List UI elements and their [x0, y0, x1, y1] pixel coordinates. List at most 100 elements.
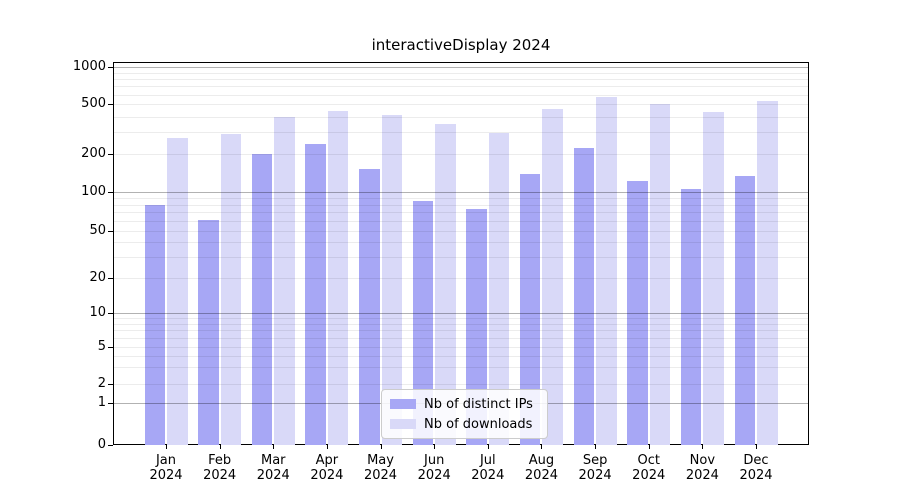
gridline-major [113, 67, 809, 69]
bar-jul-downloads [488, 132, 510, 445]
y-tick-mark [108, 403, 113, 404]
bar-jul-distinct-ips [466, 209, 487, 445]
bar-oct-distinct-ips [627, 181, 648, 445]
gridline-minor [113, 79, 809, 81]
y-tick-mark [108, 383, 113, 385]
x-tick-mark [487, 445, 489, 449]
gridline-minor [113, 154, 809, 156]
y-tick-label: 5 [97, 339, 106, 354]
y-tick-mark [108, 67, 113, 69]
gridline-minor [113, 383, 809, 385]
bar-oct-downloads [649, 104, 671, 445]
bar-may-downloads [381, 114, 403, 445]
gridline-minor [113, 220, 809, 222]
legend-label-distinct-ips: Nb of distinct IPs [424, 396, 533, 412]
y-tick-label: 1 [97, 395, 106, 410]
gridline-minor [113, 132, 809, 134]
bar-dec-distinct-ips [734, 176, 755, 445]
y-tick-mark [108, 192, 113, 194]
y-tick-label: 100 [81, 184, 106, 200]
y-tick-mark [108, 278, 113, 279]
bar-nov-downloads [703, 111, 724, 445]
y-tick-label: 500 [81, 96, 106, 112]
y-tick-mark [108, 104, 113, 106]
y-tick-mark [108, 231, 113, 232]
x-tick-label-jul: Jul 2024 [471, 453, 505, 483]
gridline-major [113, 312, 809, 314]
x-tick-label-may: May 2024 [363, 453, 398, 483]
gridline-minor [113, 337, 809, 339]
gridline-minor [113, 257, 809, 259]
gridline-minor [113, 323, 809, 325]
x-tick-label-oct: Oct 2024 [632, 453, 666, 483]
x-tick-mark [326, 445, 328, 449]
gridline-minor [113, 278, 809, 279]
y-tick-label: 10 [89, 304, 106, 320]
x-tick-mark [541, 445, 543, 449]
bar-jan-distinct-ips [144, 204, 165, 445]
y-tick-label: 2 [97, 375, 106, 391]
bar-mar-distinct-ips [251, 154, 273, 445]
gridline-minor [113, 355, 809, 357]
gridline-minor [113, 347, 809, 348]
bar-sep-distinct-ips [573, 147, 595, 445]
bar-dec-downloads [757, 101, 778, 445]
bar-feb-downloads [220, 134, 242, 445]
x-tick-label-dec: Dec 2024 [739, 453, 773, 483]
y-tick-mark [108, 347, 113, 348]
y-tick-label: 50 [89, 223, 106, 238]
x-tick-label-apr: Apr 2024 [310, 453, 344, 483]
gridline-minor [113, 212, 809, 214]
x-tick-label-mar: Mar 2024 [256, 453, 290, 483]
y-tick-label: 0 [97, 437, 106, 452]
bar-jun-distinct-ips [412, 201, 434, 445]
x-tick-label-aug: Aug 2024 [524, 453, 558, 483]
gridline-minor [113, 231, 809, 232]
y-tick-mark [108, 154, 113, 156]
gridline-minor [113, 72, 809, 74]
x-tick-label-feb: Feb 2024 [203, 453, 237, 483]
bar-aug-downloads [542, 108, 563, 445]
gridline-minor [113, 204, 809, 206]
legend-row-downloads: Nb of downloads [390, 417, 539, 432]
legend-swatch-downloads [390, 419, 416, 429]
gridline-minor [113, 317, 809, 319]
x-tick-label-sep: Sep 2024 [578, 453, 612, 483]
x-tick-label-nov: Nov 2024 [685, 453, 719, 483]
legend-row-distinct-ips: Nb of distinct IPs [390, 397, 539, 412]
chart-title: interactiveDisplay 2024 [371, 36, 551, 54]
bar-may-distinct-ips [359, 169, 380, 445]
legend: Nb of distinct IPs Nb of downloads [381, 389, 548, 439]
legend-label-downloads: Nb of downloads [424, 416, 533, 432]
gridline-major [113, 192, 809, 194]
bar-nov-distinct-ips [680, 188, 702, 445]
bar-feb-distinct-ips [198, 219, 219, 445]
bar-sep-downloads [596, 96, 617, 445]
x-tick-mark [756, 445, 757, 449]
gridline-minor [113, 86, 809, 88]
x-tick-mark [219, 445, 221, 449]
bar-jun-downloads [435, 123, 456, 445]
x-tick-mark [380, 445, 382, 449]
bar-apr-downloads [327, 111, 349, 445]
x-tick-label-jun: Jun 2024 [417, 453, 451, 483]
y-tick-mark [108, 312, 113, 314]
bar-mar-downloads [274, 116, 295, 445]
gridline-minor [113, 94, 809, 96]
y-tick-mark [108, 445, 113, 446]
x-tick-mark [595, 445, 597, 449]
gridline-minor [113, 330, 809, 332]
x-tick-mark [702, 445, 704, 449]
x-tick-mark [166, 445, 167, 449]
bar-jan-downloads [167, 137, 188, 445]
gridline-minor [113, 116, 809, 118]
x-tick-mark [273, 445, 275, 449]
x-tick-mark [434, 445, 436, 449]
gridline-minor [113, 104, 809, 106]
y-tick-label: 200 [81, 146, 106, 162]
x-tick-label-jan: Jan 2024 [149, 453, 183, 483]
x-tick-mark [648, 445, 650, 449]
y-tick-label: 20 [89, 270, 106, 285]
gridline-minor [113, 367, 809, 369]
